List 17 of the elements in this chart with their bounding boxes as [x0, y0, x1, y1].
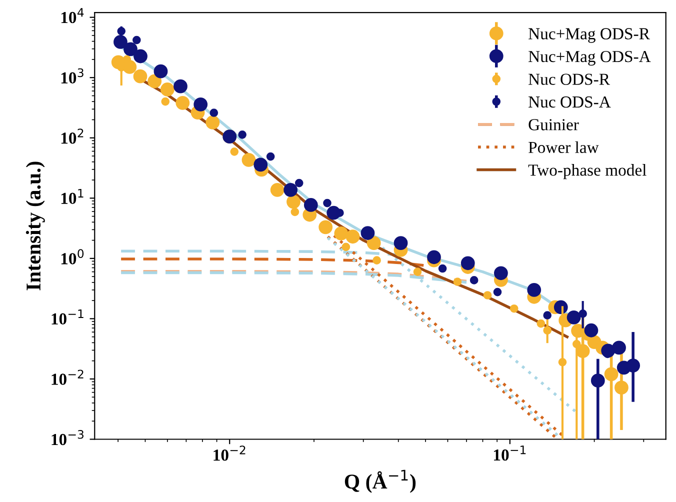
legend-label: Nuc ODS-R [528, 74, 610, 85]
legend-label: Nuc+Mag ODS-A [528, 50, 651, 66]
y-axis-title: Intensity (a.u.) [26, 162, 45, 290]
y-tick-label: 10$^{−3}$ [52, 430, 84, 446]
y-tick-label: 10$^{3}$ [61, 68, 84, 84]
legend-label: Nuc+Mag ODS-R [528, 28, 650, 43]
legend-label: Two-phase model [528, 164, 646, 180]
y-tick-label: 10$^{−1}$ [52, 310, 84, 325]
y-tick-label: 10$^{−2}$ [52, 370, 84, 385]
x-axis-title: Q (Å$^{−1}$) [344, 470, 416, 493]
y-tick-label: 10$^{0}$ [61, 249, 84, 264]
y-tick-label: 10$^{4}$ [61, 8, 84, 24]
legend-label: Power law [528, 141, 599, 154]
y-tick-label: 10$^{1}$ [61, 188, 84, 204]
legend-label: Nuc ODS-A [528, 96, 611, 108]
y-tick-label: 10$^{2}$ [61, 128, 84, 144]
legend-label: Guinier [528, 119, 579, 130]
